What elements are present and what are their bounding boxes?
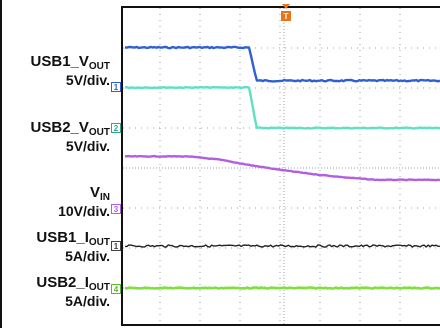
trace-usb2-iout (124, 286, 440, 290)
label-vin-main: V (89, 184, 100, 201)
label-usb2-iout-scale: 5A/div. (65, 293, 110, 309)
label-usb1-vout-sub: OUT (88, 61, 110, 72)
trace-vin (124, 154, 440, 182)
trace-usb1-iout (125, 244, 440, 248)
label-usb2-iout-sub: OUT (88, 282, 110, 293)
channel-marker-usb1-vout: 1 (111, 82, 121, 92)
trigger-arrow (282, 4, 290, 9)
label-usb2-vout-scale: 5V/div. (65, 138, 110, 154)
label-usb2-vout: USB2_VOUT 5V/div. (31, 120, 110, 153)
label-usb2-iout-main: USB2_I (36, 274, 89, 291)
label-vin: VIN 10V/div. (58, 185, 110, 218)
channel-marker-usb2-iout: 4 (111, 284, 121, 294)
trace-usb2-vout (124, 85, 440, 130)
left-panel-edge (0, 0, 2, 328)
label-vin-sub: IN (100, 192, 110, 203)
label-vin-scale: 10V/div. (58, 203, 110, 219)
label-usb1-iout-sub: OUT (88, 237, 110, 248)
scope-frame (121, 6, 440, 326)
channel-marker-vin: 3 (111, 204, 121, 214)
label-usb1-vout: USB1_VOUT 5V/div. (31, 54, 110, 87)
label-usb1-iout-scale: 5A/div. (65, 248, 110, 264)
channel-marker-usb1-iout: 1 (111, 241, 121, 251)
label-usb1-vout-main: USB1_V (30, 53, 89, 70)
label-usb2-iout: USB2_IOUT 5A/div. (36, 275, 110, 308)
label-usb1-iout: USB1_IOUT 5A/div. (36, 230, 110, 263)
trace-usb1-vout (124, 45, 440, 83)
label-usb2-vout-main: USB2_V (30, 119, 89, 136)
trigger-marker: T (281, 11, 291, 21)
label-usb2-vout-sub: OUT (88, 127, 110, 138)
label-usb1-vout-scale: 5V/div. (65, 72, 110, 88)
label-usb1-iout-main: USB1_I (36, 229, 89, 246)
channel-marker-usb2-vout: 2 (111, 123, 121, 133)
